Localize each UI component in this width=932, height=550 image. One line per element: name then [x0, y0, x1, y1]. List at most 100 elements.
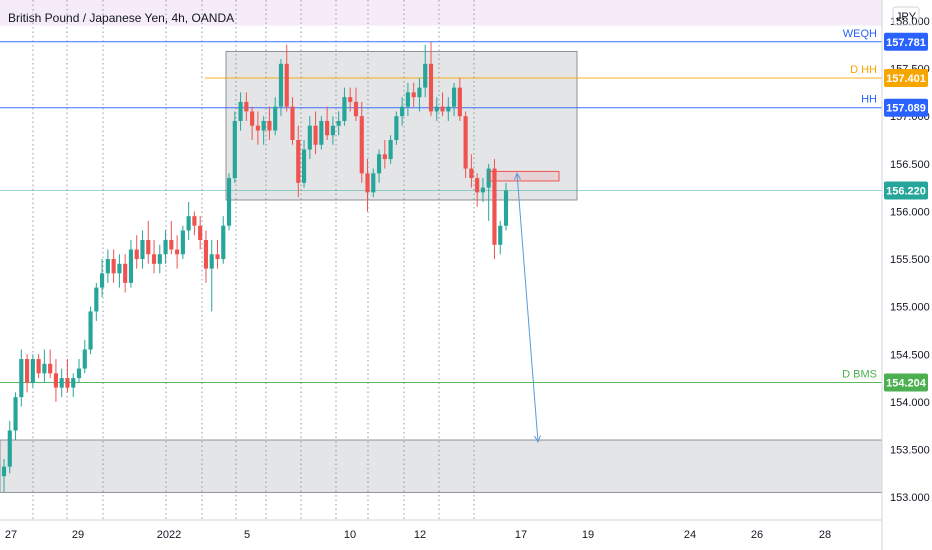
plot-background	[0, 0, 882, 520]
level-name: WEQH	[843, 28, 877, 40]
candle-body	[30, 359, 35, 383]
y-tick-label: 154.000	[890, 397, 930, 409]
candle-body	[19, 359, 24, 398]
candle-body	[7, 430, 12, 467]
price-badge-value: 156.220	[886, 185, 926, 197]
candle-body	[209, 254, 214, 269]
candle-body	[65, 378, 70, 388]
x-tick-label: 28	[819, 529, 831, 541]
grid-lines	[32, 0, 475, 520]
candle-body	[215, 254, 220, 260]
price-badge-value: 154.204	[886, 377, 927, 389]
candle-body	[296, 140, 301, 183]
candle-body	[244, 101, 249, 112]
candle-body	[319, 120, 324, 145]
candle-body	[88, 311, 93, 350]
x-tick-label: 29	[72, 529, 84, 541]
candle-body	[198, 225, 203, 240]
candle-body	[417, 87, 422, 98]
candle-body	[146, 240, 151, 255]
x-tick-label: 27	[5, 529, 17, 541]
candle-body	[503, 190, 509, 226]
candle-body	[71, 378, 76, 388]
candle-body	[359, 116, 364, 174]
y-tick-label: 156.000	[890, 206, 930, 218]
candle-body	[382, 154, 387, 160]
candle-body	[301, 149, 307, 183]
level-name: D HH	[850, 64, 877, 76]
x-tick-label: 24	[684, 529, 696, 541]
price-badge-value: 157.781	[886, 37, 926, 49]
candle-body	[330, 125, 335, 136]
arrow-head	[534, 435, 542, 444]
x-tick-label: 26	[751, 529, 763, 541]
price-badge	[884, 181, 928, 200]
candle-body	[128, 249, 134, 283]
plot-area	[0, 0, 882, 520]
candle-body	[428, 63, 434, 112]
x-tick-label: 10	[344, 529, 356, 541]
candle-body	[273, 106, 278, 131]
candle-body	[175, 249, 180, 255]
y-tick-label: 155.500	[890, 254, 930, 266]
currency-button-border	[892, 6, 920, 26]
price-badge	[884, 373, 928, 392]
candle-body	[480, 187, 485, 193]
candle-body	[353, 101, 359, 117]
price-badge-value: 157.401	[886, 73, 926, 85]
candle-body	[238, 101, 243, 121]
candle-body	[400, 106, 405, 117]
order-block-rect	[489, 170, 560, 182]
candle-body	[336, 120, 341, 126]
candle-body	[261, 120, 266, 131]
candle-body	[451, 87, 457, 107]
candle-body	[446, 106, 451, 112]
x-tick-label: 5	[244, 529, 250, 541]
candle-body	[76, 368, 82, 379]
level-name: HH	[861, 94, 877, 106]
candle-body	[394, 116, 399, 140]
y-tick-label: 155.000	[890, 302, 930, 314]
candle-body	[117, 263, 122, 274]
candle-body	[151, 254, 157, 264]
candle-body	[434, 106, 439, 112]
candle-body	[457, 87, 462, 117]
chart-title: British Pound / Japanese Yen, 4h, OANDA	[8, 11, 234, 25]
candle-body	[82, 349, 87, 369]
candle-body	[111, 259, 116, 274]
candle-body	[59, 378, 64, 388]
candle-body	[267, 120, 272, 131]
y-tick-label: 153.000	[890, 492, 930, 504]
candle-body	[42, 363, 47, 374]
candle-body	[134, 249, 139, 260]
currency-label[interactable]: JPY	[896, 11, 917, 23]
candle-body	[94, 287, 99, 312]
candle-body	[469, 168, 474, 179]
x-tick-label: 12	[414, 529, 426, 541]
candle-body	[180, 230, 185, 255]
candle-body	[157, 254, 162, 264]
candle-body	[423, 63, 428, 88]
candle-body	[284, 63, 289, 107]
candle-body	[313, 125, 318, 145]
candle-body	[411, 92, 416, 98]
candle-body	[105, 259, 110, 274]
x-tick-label: 2022	[157, 529, 181, 541]
candle-body	[365, 173, 370, 193]
target-zone	[0, 439, 883, 493]
candle-body	[371, 173, 376, 193]
candle-body	[186, 216, 191, 231]
candle-body	[36, 359, 41, 374]
candle-body	[492, 168, 497, 245]
x-tick-label: 17	[515, 529, 527, 541]
candle-body	[463, 116, 468, 169]
candle-body	[100, 273, 105, 288]
candle-body	[255, 125, 260, 131]
candle-body	[307, 125, 312, 150]
candle-body	[348, 97, 353, 102]
candle-body	[123, 263, 128, 283]
candle-body	[486, 168, 491, 188]
candle-body	[48, 363, 53, 374]
